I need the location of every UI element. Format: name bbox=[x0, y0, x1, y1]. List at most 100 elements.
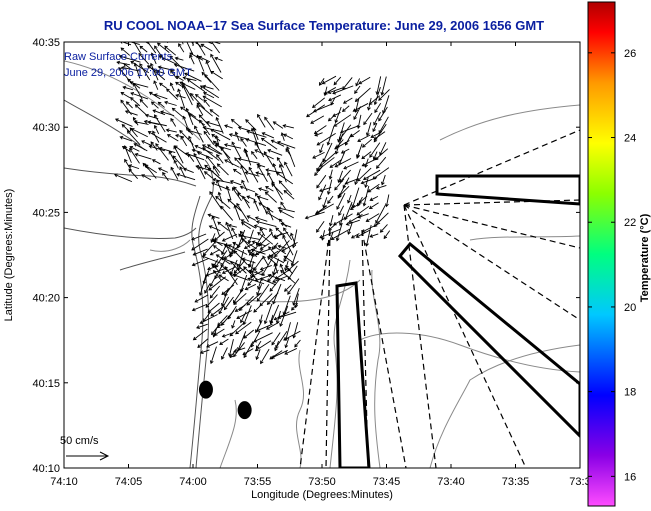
current-vector bbox=[258, 314, 263, 324]
current-vector bbox=[234, 157, 249, 173]
current-vector bbox=[133, 42, 141, 54]
x-tick-label: 73:40 bbox=[437, 476, 465, 488]
current-vector bbox=[275, 172, 294, 185]
current-vector bbox=[173, 63, 195, 72]
current-vector bbox=[373, 131, 386, 140]
current-vector bbox=[294, 339, 301, 348]
coastline-path bbox=[189, 195, 204, 468]
current-vector bbox=[212, 177, 233, 184]
current-vector bbox=[212, 42, 221, 45]
current-vector bbox=[332, 85, 354, 95]
current-vector bbox=[240, 311, 247, 324]
current-vector bbox=[380, 76, 387, 96]
current-vector bbox=[221, 242, 228, 256]
current-vector bbox=[248, 166, 259, 183]
current-vector bbox=[339, 125, 360, 134]
current-vector bbox=[319, 228, 341, 239]
colorbar-tick-label: 24 bbox=[624, 133, 636, 145]
current-vector bbox=[267, 148, 283, 156]
x-tick-label: 73:45 bbox=[373, 476, 401, 488]
y-tick-label: 40:15 bbox=[32, 378, 60, 390]
current-vector bbox=[205, 294, 218, 308]
x-axis-label: Longitude (Degrees:Minutes) bbox=[251, 489, 393, 501]
current-vector bbox=[280, 201, 286, 210]
current-vector bbox=[138, 52, 150, 65]
current-vector bbox=[119, 135, 133, 142]
current-vector bbox=[214, 56, 223, 62]
current-vector bbox=[354, 168, 361, 186]
current-vector bbox=[246, 130, 267, 138]
current-vector bbox=[270, 349, 288, 359]
current-vector bbox=[212, 165, 220, 177]
current-vector bbox=[266, 292, 279, 305]
contour-line bbox=[149, 239, 191, 252]
legend-title: Raw Surface Currents bbox=[64, 51, 173, 63]
current-vector bbox=[162, 171, 169, 181]
current-vector bbox=[209, 285, 221, 299]
contour-line bbox=[296, 349, 304, 468]
current-vector bbox=[356, 150, 361, 159]
current-vector bbox=[221, 266, 236, 274]
current-vector bbox=[122, 85, 134, 91]
current-vector bbox=[154, 114, 166, 133]
current-vector bbox=[233, 267, 246, 277]
current-vector bbox=[199, 349, 210, 355]
coastline-path bbox=[64, 167, 197, 187]
current-vector bbox=[129, 145, 140, 152]
current-vector bbox=[157, 101, 165, 108]
current-vector bbox=[329, 159, 342, 168]
current-vector bbox=[328, 94, 342, 102]
current-vector bbox=[255, 220, 277, 228]
current-vector bbox=[239, 230, 247, 240]
current-vector bbox=[203, 99, 210, 107]
current-vector bbox=[201, 71, 212, 83]
mooring-markers bbox=[198, 380, 252, 420]
current-vector bbox=[316, 221, 325, 233]
current-vector bbox=[209, 275, 217, 287]
current-vector bbox=[304, 211, 325, 220]
current-vector bbox=[199, 314, 218, 324]
current-vector bbox=[265, 168, 284, 174]
y-axis: 40:35 40:30 40:25 40:20 40:15 40:10 bbox=[32, 37, 580, 475]
y-axis-label: Latitude (Degrees:Minutes) bbox=[3, 189, 15, 322]
current-vector bbox=[130, 91, 149, 100]
current-vector bbox=[229, 259, 238, 276]
current-vector bbox=[155, 143, 169, 161]
current-vector bbox=[169, 82, 175, 91]
current-vector bbox=[312, 103, 334, 113]
current-vector bbox=[342, 105, 350, 113]
current-vector bbox=[348, 213, 363, 223]
contour-line bbox=[359, 332, 580, 373]
current-vector bbox=[231, 227, 238, 238]
current-vector bbox=[221, 233, 238, 242]
current-vector bbox=[283, 255, 294, 264]
current-vector bbox=[203, 130, 215, 145]
current-vector bbox=[322, 197, 328, 209]
current-vector bbox=[244, 171, 260, 177]
current-vector bbox=[223, 296, 234, 311]
current-vector bbox=[245, 138, 267, 146]
current-vector bbox=[198, 114, 211, 128]
current-vector bbox=[273, 245, 287, 255]
current-vector bbox=[246, 215, 256, 221]
current-vector bbox=[251, 269, 264, 277]
current-vector bbox=[338, 205, 345, 217]
current-vector bbox=[263, 151, 275, 168]
current-vector bbox=[191, 42, 195, 46]
current-vector bbox=[326, 125, 335, 146]
current-vector bbox=[277, 311, 297, 320]
radial-dash-line bbox=[361, 229, 407, 468]
current-vector bbox=[287, 265, 298, 280]
colorbar-label: Temperature (°C) bbox=[639, 213, 651, 302]
current-vector bbox=[220, 205, 234, 221]
current-vector bbox=[229, 180, 242, 186]
current-vector bbox=[177, 88, 186, 109]
current-vector bbox=[151, 159, 161, 165]
current-vectors bbox=[113, 42, 391, 365]
current-vector bbox=[188, 135, 196, 151]
current-vector bbox=[328, 214, 334, 227]
current-vector bbox=[254, 216, 268, 222]
current-vector bbox=[352, 103, 369, 112]
coastline-path bbox=[64, 227, 197, 239]
